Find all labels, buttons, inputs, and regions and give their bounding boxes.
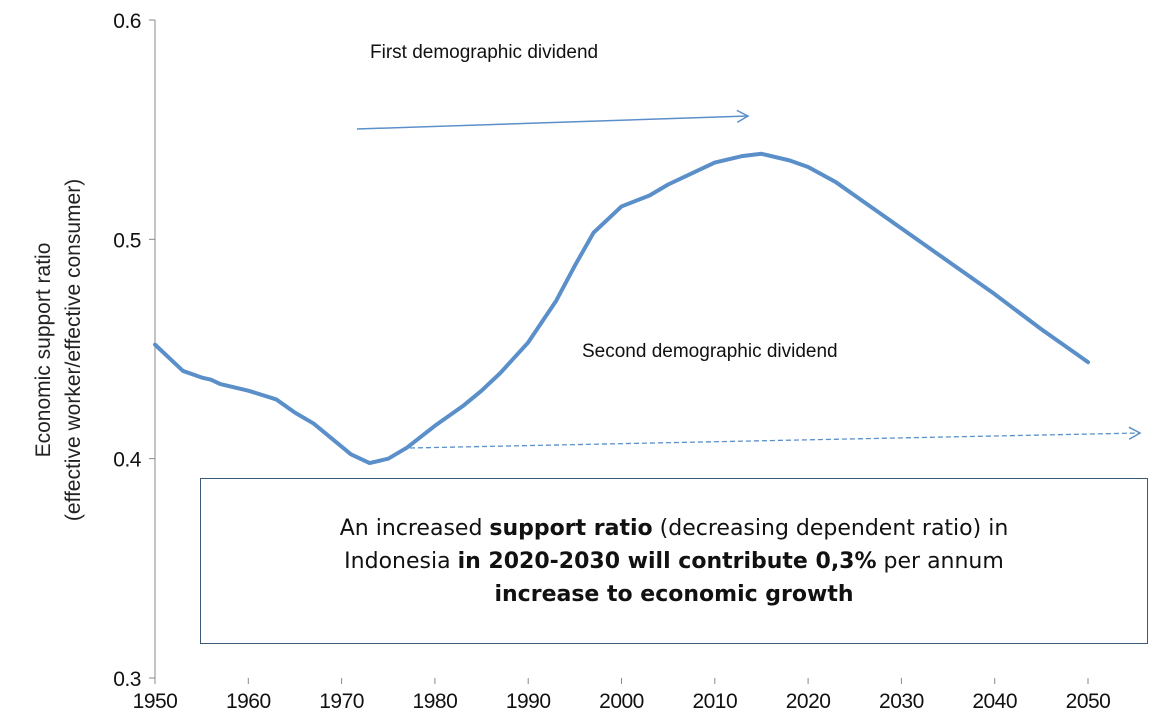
callout-text: in 2020-2030 will contribute 0,3% <box>457 548 877 574</box>
callout-line: An increased support ratio (decreasing d… <box>340 512 1009 545</box>
annotation: First demographic dividend <box>370 42 598 63</box>
callout-text: An increased <box>339 515 490 541</box>
callout-line: Indonesia in 2020-2030 will contribute 0… <box>344 545 1004 578</box>
x-tick-label: 2030 <box>879 690 924 713</box>
y-tick-label: 0.5 <box>113 229 141 252</box>
callout-line: increase to economic growth <box>494 578 853 611</box>
y-tick-label: 0.4 <box>113 449 142 472</box>
x-tick-label: 2020 <box>786 690 831 713</box>
line-series <box>153 151 1090 466</box>
callout-box: An increased support ratio (decreasing d… <box>200 478 1148 644</box>
x-tick-label: 1950 <box>133 690 178 713</box>
annotation: Second demographic dividend <box>582 341 838 362</box>
callout-text: Indonesia <box>344 548 458 574</box>
callout-text: (decreasing dependent ratio) in <box>652 515 1009 541</box>
x-tick-label: 2050 <box>1066 690 1111 713</box>
x-tick-label: 2000 <box>599 690 644 713</box>
x-tick-label: 1970 <box>319 690 364 713</box>
y-axis-label: (effective worker/effective consumer) <box>62 179 85 521</box>
x-tick-label: 1990 <box>506 690 551 713</box>
x-tick-label: 2040 <box>972 690 1017 713</box>
x-tick-label: 1980 <box>413 690 458 713</box>
x-tick-label: 1960 <box>226 690 271 713</box>
arrow <box>409 426 1142 449</box>
y-axis-label: Economic support ratio <box>32 243 55 458</box>
arrow <box>356 109 750 130</box>
y-tick-label: 0.3 <box>113 668 141 691</box>
y-tick-label: 0.6 <box>113 10 141 33</box>
callout-text: per annum <box>876 548 1004 574</box>
x-tick-label: 2010 <box>692 690 737 713</box>
callout-text: support ratio <box>489 515 653 541</box>
callout-text: increase to economic growth <box>494 581 854 607</box>
